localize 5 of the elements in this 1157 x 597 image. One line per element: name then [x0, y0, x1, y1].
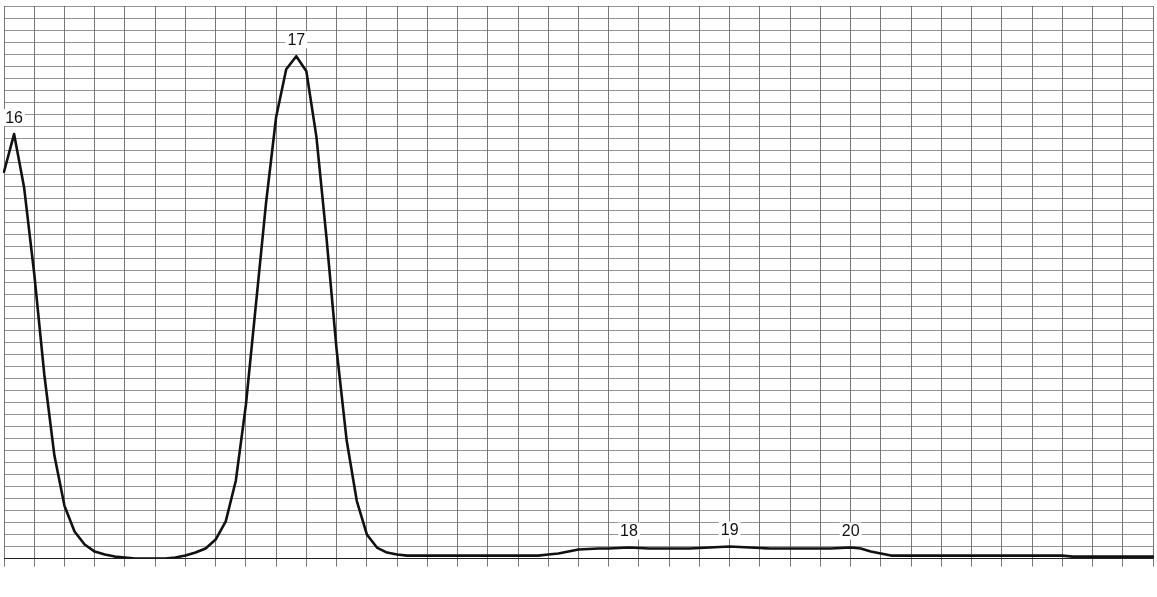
- annotation: 16: [5, 108, 24, 126]
- text: 17: [287, 30, 306, 48]
- annotation: 20: [841, 521, 860, 539]
- annotation: 18: [620, 521, 638, 539]
- annotation: 19: [720, 520, 739, 538]
